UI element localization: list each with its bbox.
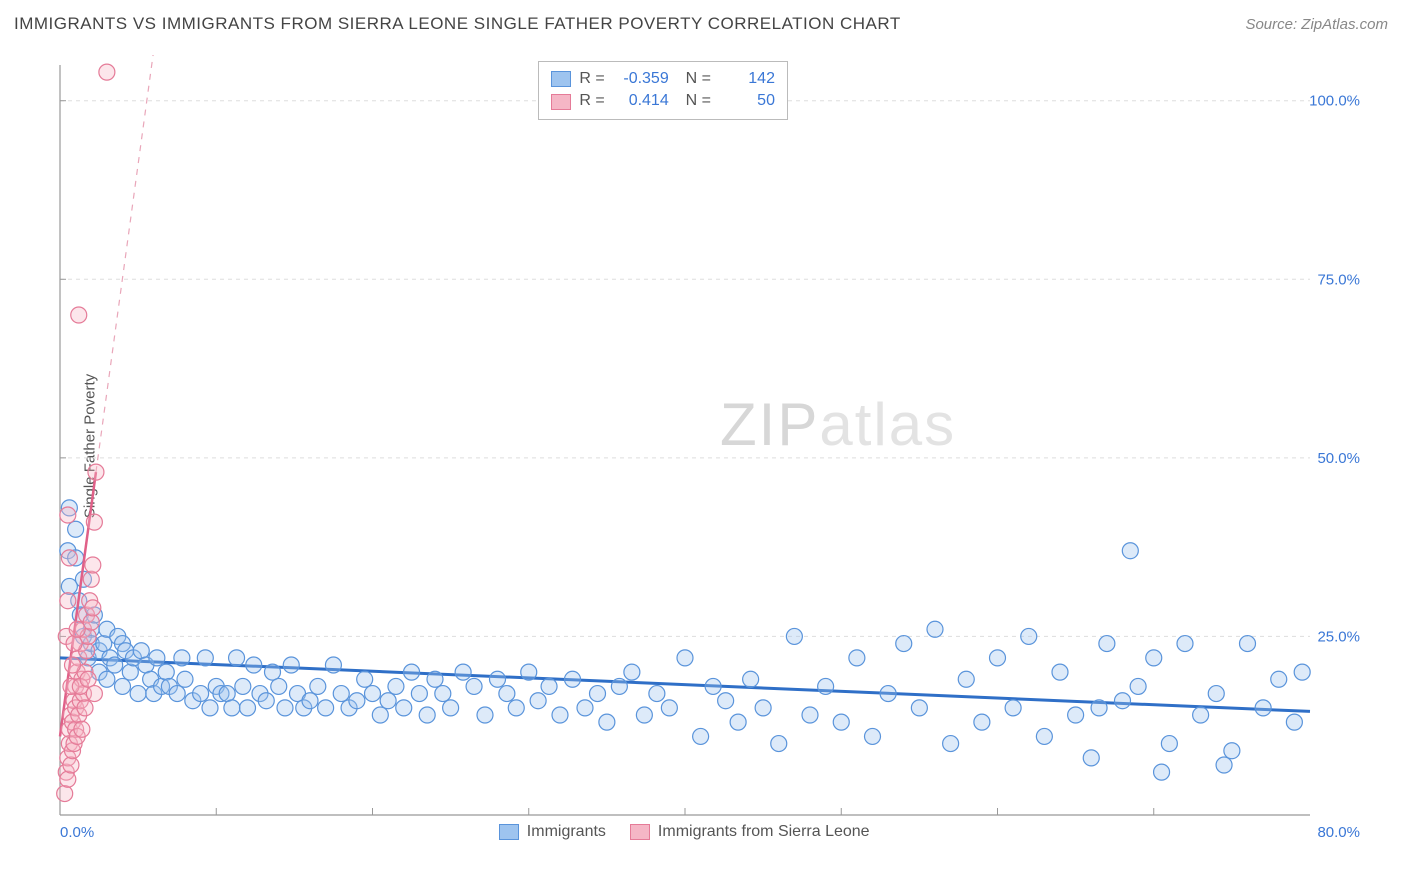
legend-swatch (551, 71, 571, 87)
legend-swatch (551, 94, 571, 110)
stats-legend: R =-0.359 N =142R =0.414 N =50 (538, 61, 788, 120)
chart-title: IMMIGRANTS VS IMMIGRANTS FROM SIERRA LEO… (14, 14, 901, 34)
svg-text:25.0%: 25.0% (1317, 628, 1360, 645)
svg-text:80.0%: 80.0% (1317, 824, 1360, 841)
legend-item: Immigrants from Sierra Leone (630, 823, 870, 841)
series-legend: Immigrants Immigrants from Sierra Leone (499, 823, 870, 841)
svg-text:50.0%: 50.0% (1317, 450, 1360, 467)
svg-text:75.0%: 75.0% (1317, 271, 1360, 288)
svg-text:100.0%: 100.0% (1309, 93, 1360, 110)
legend-item: Immigrants (499, 823, 606, 841)
source-label: Source: ZipAtlas.com (1245, 16, 1388, 33)
svg-text:0.0%: 0.0% (60, 824, 94, 841)
scatter-plot: 25.0% 50.0% 75.0% 100.0% 0.0% 80.0% (50, 55, 1370, 845)
